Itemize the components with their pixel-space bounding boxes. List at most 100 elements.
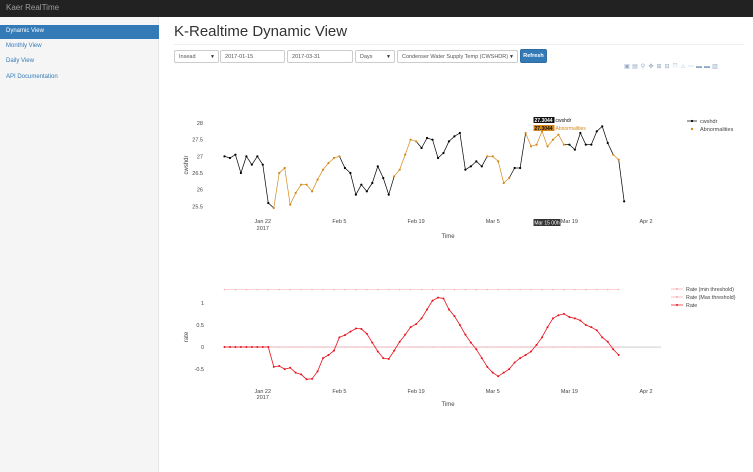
rate-point xyxy=(557,314,560,317)
rate-point xyxy=(486,365,489,368)
cwshdr-point xyxy=(546,145,549,148)
brand-title[interactable]: Kaer RealTime xyxy=(6,3,60,12)
refresh-button[interactable]: Refresh xyxy=(520,49,547,63)
rate-point xyxy=(228,346,231,349)
sidebar-item-daily-view[interactable]: Daily View xyxy=(6,58,34,64)
site-select[interactable]: Insead ▼ xyxy=(174,50,219,63)
camera-icon[interactable]: ▣ xyxy=(624,64,630,70)
hover-date-tag xyxy=(533,219,561,226)
autoscale-icon[interactable]: ⤧ xyxy=(672,64,678,70)
cwshdr-point xyxy=(475,160,478,163)
rate-point xyxy=(573,317,576,320)
metric-select[interactable]: Condenser Water Supply Temp (CWSHDR) ▼ xyxy=(397,50,518,63)
x-tick-label: Mar 5 xyxy=(486,389,500,395)
y-tick-label: 0.5 xyxy=(196,323,204,329)
max-threshold-point xyxy=(497,288,499,291)
min-threshold-point xyxy=(300,346,302,348)
max-threshold-point xyxy=(267,288,269,291)
caret-down-icon: ▼ xyxy=(509,54,514,60)
cwshdr-point xyxy=(415,140,418,143)
cwshdr-line-segment xyxy=(580,132,587,145)
rate-point xyxy=(256,346,259,349)
cwshdr-point xyxy=(524,131,527,135)
hover-date-label: Mar 15 00h xyxy=(534,220,560,226)
sidebar-item-api-documentation[interactable]: API Documentation xyxy=(6,74,58,80)
save-icon[interactable]: ▤ xyxy=(632,64,638,70)
cwshdr-point xyxy=(551,138,555,141)
max-threshold-point xyxy=(223,288,226,291)
min-threshold-point xyxy=(333,346,335,348)
rate-point xyxy=(431,299,434,302)
y-axis-title: rate xyxy=(184,331,190,342)
cwshdr-point xyxy=(360,183,363,186)
sidebar-item-monthly-view[interactable]: Monthly View xyxy=(6,43,42,49)
zoom-in-icon[interactable]: ⊞ xyxy=(656,64,662,70)
cwshdr-line-segment xyxy=(366,182,373,192)
rate-point xyxy=(546,326,549,329)
rate-point xyxy=(535,343,538,346)
x-tick-label: Mar 19 xyxy=(561,219,578,225)
sidebar-item-dynamic-view[interactable]: Dynamic View xyxy=(0,25,159,39)
cwshdr-point xyxy=(442,151,445,155)
rate-point xyxy=(338,336,341,339)
cwshdr-line-segment xyxy=(552,134,559,140)
interval-select-value: Days xyxy=(360,54,373,60)
rate-point xyxy=(437,296,439,299)
rate-point xyxy=(458,323,461,326)
legend-marker-cwshdr xyxy=(690,119,694,123)
cwshdr-point xyxy=(508,176,511,180)
pan-icon[interactable]: ✥ xyxy=(648,64,654,70)
cwshdr-point xyxy=(228,156,232,160)
cwshdr-line-segment xyxy=(295,184,302,194)
cwshdr-line-segment xyxy=(503,177,510,184)
end-date-input[interactable]: 2017-03-31 xyxy=(287,50,353,63)
x-tick-label: Apr 2 xyxy=(639,389,652,395)
cwshdr-point xyxy=(321,168,325,171)
cwshdr-line-segment xyxy=(268,202,274,209)
max-threshold-point xyxy=(563,288,565,291)
max-threshold-point xyxy=(333,288,335,291)
min-threshold-point xyxy=(409,346,412,348)
home-icon[interactable]: ⌂ xyxy=(681,64,685,70)
cwshdr-point xyxy=(431,138,434,141)
cwshdr-line-segment xyxy=(459,132,466,170)
rate-point xyxy=(387,357,390,360)
cwshdr-line-segment xyxy=(618,159,625,202)
cwshdr-point xyxy=(568,143,571,146)
cwshdr-point xyxy=(289,203,292,206)
cwshdr-point xyxy=(425,136,429,140)
cwshdr-line-segment xyxy=(569,144,576,150)
max-threshold-point xyxy=(519,288,521,291)
cwshdr-point xyxy=(590,143,593,146)
hover-closest-icon[interactable]: ▬ xyxy=(696,64,702,70)
cwshdr-line-segment xyxy=(437,152,444,159)
y-tick-label: 28 xyxy=(197,121,203,127)
plotly-logo-icon[interactable]: ▥ xyxy=(712,64,718,70)
x-tick-label: Apr 2 xyxy=(639,219,652,225)
hover-compare-icon[interactable]: ▬ xyxy=(704,64,710,70)
max-threshold-point xyxy=(377,288,379,291)
min-threshold-point xyxy=(530,346,532,348)
zoom-icon[interactable]: ⚲ xyxy=(640,64,646,70)
start-date-input[interactable]: 2017-01-15 xyxy=(220,50,285,63)
cwshdr-point xyxy=(579,131,582,135)
spike-lines-icon[interactable]: ⋯ xyxy=(688,64,694,70)
rate-point xyxy=(349,330,352,333)
cwshdr-point xyxy=(612,153,615,156)
title-divider xyxy=(174,44,744,45)
rate-point xyxy=(519,357,522,360)
cwshdr-line-segment xyxy=(415,141,422,149)
x-tick-label: Jan 22 xyxy=(255,389,272,395)
max-threshold-point xyxy=(607,288,609,291)
rate-point xyxy=(584,323,587,326)
cwshdr-point xyxy=(513,166,516,170)
max-threshold-point xyxy=(366,288,368,291)
min-threshold-point xyxy=(366,346,368,348)
zoom-out-icon[interactable]: ⊟ xyxy=(664,64,670,70)
max-threshold-point xyxy=(508,288,510,291)
rate-point xyxy=(360,327,363,330)
interval-select[interactable]: Days ▼ xyxy=(355,50,395,63)
max-threshold-point xyxy=(530,288,532,291)
